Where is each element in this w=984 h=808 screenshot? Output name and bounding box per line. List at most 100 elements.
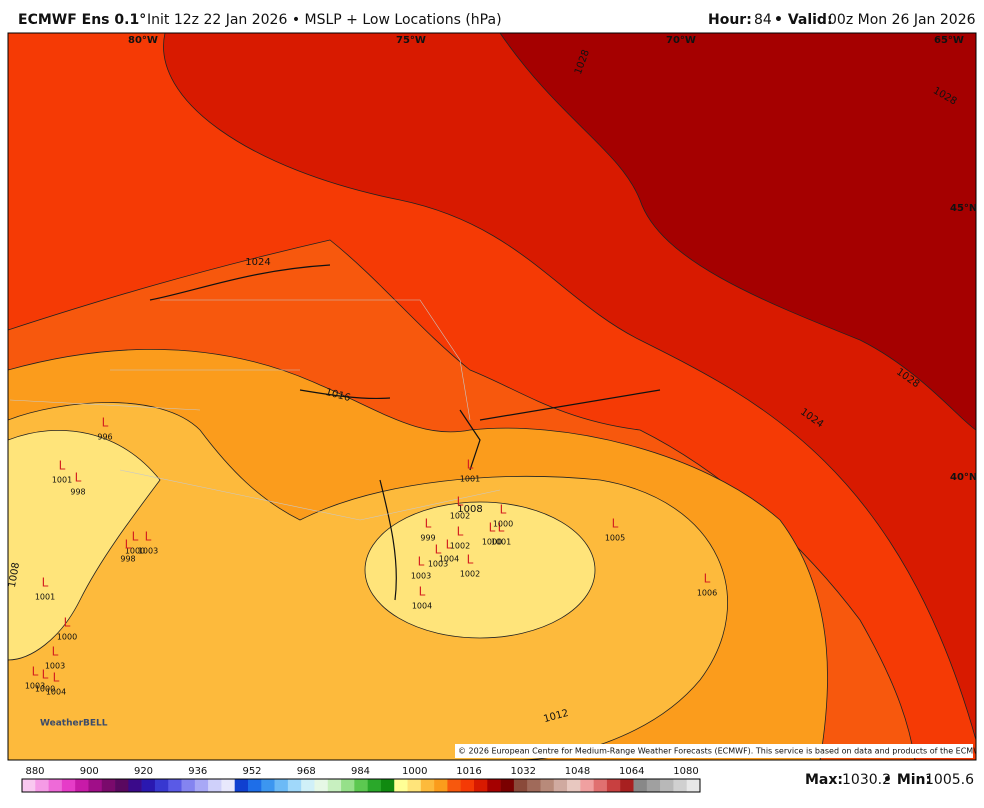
low-symbol: L bbox=[419, 585, 426, 599]
low-value: 1001 bbox=[35, 593, 55, 602]
low-symbol: L bbox=[102, 416, 109, 430]
colorbar-swatch bbox=[168, 779, 182, 792]
colorbar-label: 1064 bbox=[619, 766, 644, 777]
low-symbol: L bbox=[145, 530, 152, 544]
low-symbol: L bbox=[457, 495, 464, 509]
low-symbol: L bbox=[32, 665, 39, 679]
colorbar-swatch bbox=[234, 779, 249, 792]
grid-label: 75°W bbox=[396, 35, 426, 46]
grid-label: 65°W bbox=[934, 35, 964, 46]
colorbar-swatch bbox=[460, 779, 475, 792]
colorbar-swatch bbox=[673, 779, 688, 792]
colorbar-swatch bbox=[487, 779, 501, 792]
colorbar-label: 1080 bbox=[673, 766, 698, 777]
colorbar-swatch bbox=[341, 779, 355, 792]
subtitle: Init 12z 22 Jan 2026 • MSLP + Low Locati… bbox=[147, 12, 502, 28]
low-symbol: L bbox=[42, 576, 49, 590]
hour: 84 bbox=[754, 12, 772, 28]
colorbar-label: 952 bbox=[242, 766, 261, 777]
colorbar-swatch bbox=[407, 779, 422, 792]
colorbar-swatch bbox=[513, 779, 528, 792]
contour-label: 1008 bbox=[7, 562, 22, 589]
low-symbol: L bbox=[612, 517, 619, 531]
grid-label: 80°W bbox=[128, 35, 158, 46]
colorbar-swatch bbox=[553, 779, 568, 792]
low-value: 1003 bbox=[138, 547, 158, 556]
colorbar-swatch bbox=[35, 779, 49, 792]
colorbar-label: 936 bbox=[188, 766, 207, 777]
low-symbol: L bbox=[59, 459, 66, 473]
valid: 00z Mon 26 Jan 2026 bbox=[828, 12, 976, 28]
colorbar-swatch bbox=[208, 779, 222, 792]
low-symbol: L bbox=[446, 538, 453, 552]
low-value: 998 bbox=[120, 555, 135, 564]
grid-label: 45°N bbox=[950, 203, 977, 214]
low-value: 1000 bbox=[125, 547, 145, 556]
min: 1005.6 bbox=[925, 772, 974, 788]
low-value: 996 bbox=[97, 433, 112, 442]
colorbar-swatch bbox=[194, 779, 209, 792]
grid-label: 70°W bbox=[666, 35, 696, 46]
copyright-box bbox=[455, 744, 973, 758]
colorbar-swatch bbox=[128, 779, 142, 792]
max-label: Max: bbox=[805, 772, 843, 788]
low-symbol: L bbox=[75, 471, 82, 485]
low-symbol: L bbox=[418, 555, 425, 569]
colorbar-swatch bbox=[367, 779, 382, 792]
colorbar-swatch bbox=[660, 779, 674, 792]
low-symbol: L bbox=[425, 517, 432, 531]
colorbar-swatch bbox=[181, 779, 196, 792]
colorbar-swatch bbox=[540, 779, 555, 792]
colorbar-swatch bbox=[394, 779, 408, 792]
min-label: • Min: bbox=[883, 772, 931, 788]
low-symbol: L bbox=[64, 616, 71, 630]
colorbar-swatch bbox=[527, 779, 541, 792]
colorbar-swatch bbox=[48, 779, 63, 792]
colorbar-swatch bbox=[447, 779, 462, 792]
pressure-fill bbox=[8, 430, 161, 661]
colorbar-swatch bbox=[500, 779, 515, 792]
low-symbol: L bbox=[52, 645, 59, 659]
colorbar-frame bbox=[21, 778, 701, 793]
colorbar-label: 984 bbox=[351, 766, 370, 777]
copyright: © 2026 European Centre for Medium-Range … bbox=[458, 747, 984, 756]
colorbar-swatch bbox=[620, 779, 634, 792]
colorbar-swatch bbox=[22, 779, 36, 792]
low-symbol: L bbox=[132, 530, 139, 544]
colorbar-swatch bbox=[327, 779, 342, 792]
colorbar-label: 900 bbox=[80, 766, 99, 777]
max: 1030.2 bbox=[842, 772, 891, 788]
colorbar-label: 1000 bbox=[402, 766, 427, 777]
valid-label: • Valid: bbox=[774, 12, 833, 28]
colorbar-swatch bbox=[434, 779, 448, 792]
grid-label: 40°N bbox=[950, 472, 977, 483]
map: © 2026 European Centre for Medium-Range … bbox=[7, 33, 984, 760]
colorbar-swatch bbox=[115, 779, 129, 792]
title: ECMWF Ens 0.1° bbox=[18, 12, 146, 28]
colorbar-swatch bbox=[420, 779, 435, 792]
low-value: 1005 bbox=[605, 534, 625, 543]
low-value: 1002 bbox=[460, 570, 480, 579]
low-symbol: L bbox=[489, 521, 496, 535]
colorbar-swatch bbox=[274, 779, 289, 792]
watermark: WeatherBELL bbox=[40, 719, 108, 729]
colorbar-label: 1048 bbox=[565, 766, 590, 777]
low-value: 1001 bbox=[491, 538, 511, 547]
coastline bbox=[149, 264, 661, 601]
low-value: 1000 bbox=[493, 520, 513, 529]
colorbar-swatch bbox=[141, 779, 156, 792]
colorbar-swatch bbox=[567, 779, 581, 792]
colorbar-swatch bbox=[301, 779, 315, 792]
low-value: 1004 bbox=[439, 555, 459, 564]
colorbar-swatch bbox=[686, 779, 701, 792]
colorbar-swatch bbox=[248, 779, 262, 792]
low-value: 999 bbox=[420, 534, 435, 543]
contour-label: 1024 bbox=[245, 257, 270, 268]
low-symbol: L bbox=[457, 525, 464, 539]
colorbar-swatch bbox=[88, 779, 103, 792]
colorbar-swatch bbox=[380, 779, 395, 792]
pressure-fill bbox=[499, 33, 976, 431]
low-value: 1003 bbox=[25, 682, 45, 691]
low-value: 1000 bbox=[57, 633, 77, 642]
